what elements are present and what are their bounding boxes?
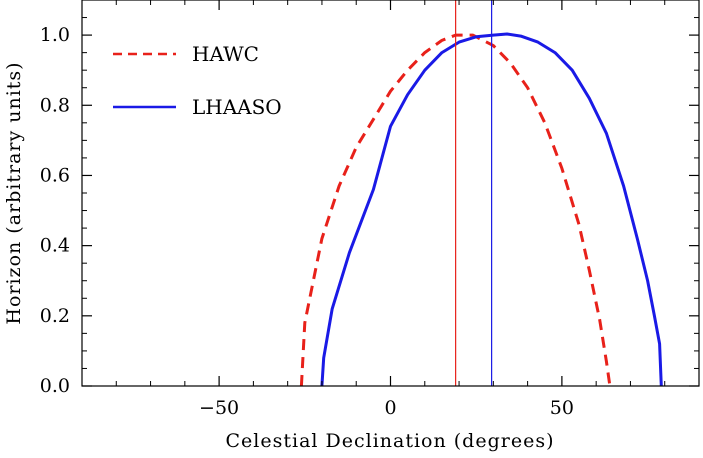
- legend-label-lhaaso: LHAASO: [192, 95, 282, 119]
- plot-frame: [81, 0, 700, 387]
- y-tick-label: 0.0: [40, 375, 70, 397]
- y-tick-label: 0.8: [40, 94, 70, 116]
- x-tick-label: 50: [550, 397, 574, 419]
- series-line-hawc: [299, 33, 612, 387]
- legend-label-hawc: HAWC: [192, 42, 259, 66]
- tick-layer: −50 0 50 0.0 0.2 0.4 0.6 0.8 1.0: [40, 0, 700, 419]
- x-tick-label: 0: [384, 397, 396, 419]
- y-axis-title: Horizon (arbitrary units): [3, 61, 25, 324]
- series-line-lhaaso: [320, 32, 663, 387]
- series-layer: [299, 32, 663, 387]
- y-tick-label: 0.6: [40, 164, 70, 186]
- legend: HAWC LHAASO: [113, 42, 282, 119]
- y-tick-label: 1.0: [40, 24, 70, 46]
- y-tick-label: 0.4: [40, 235, 70, 257]
- x-axis-title: Celestial Declination (degrees): [226, 430, 555, 452]
- x-tick-label: −50: [199, 397, 239, 419]
- vline-layer: [455, 0, 493, 386]
- y-tick-label: 0.2: [40, 305, 70, 327]
